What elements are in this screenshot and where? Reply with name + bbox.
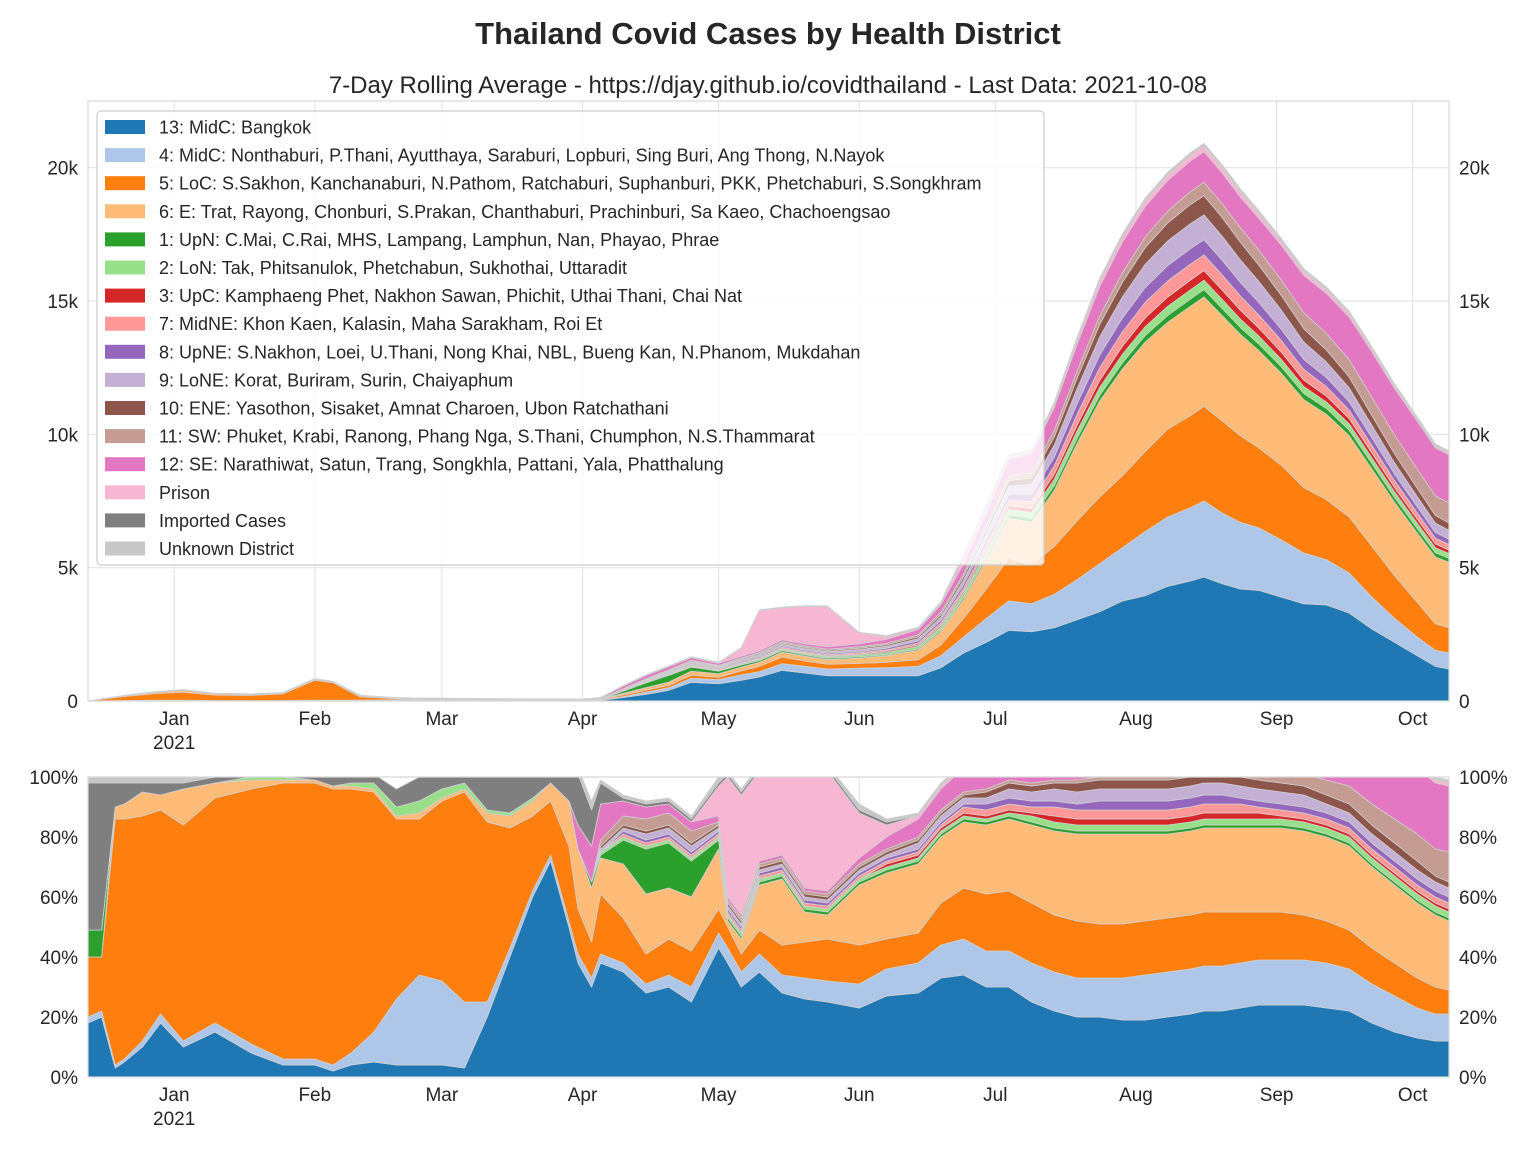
- plot-frame: [87, 100, 1450, 702]
- legend-entry: 6: E: Trat, Rayong, Chonburi, S.Prakan, …: [159, 202, 890, 222]
- legend-entry: Prison: [159, 483, 210, 503]
- legend-entry: Unknown District: [159, 539, 294, 559]
- legend-swatch: [105, 344, 145, 359]
- y-tick-label-right: 0%: [1459, 1068, 1487, 1089]
- legend-swatch: [105, 288, 145, 303]
- x-tick-label: Feb: [298, 709, 331, 730]
- legend-swatch: [105, 401, 145, 415]
- legend-swatch: [105, 485, 145, 500]
- legend-box: [96, 110, 1045, 566]
- x-tick-label: Aug: [1119, 1085, 1153, 1106]
- y-tick-label-right: 10k: [1459, 425, 1490, 446]
- legend-swatch: [105, 232, 145, 247]
- legend-swatch: [105, 429, 145, 444]
- y-tick-label-right: 15k: [1459, 292, 1490, 313]
- y-tick-label-right: 20%: [1459, 1008, 1497, 1029]
- legend-swatch: [105, 457, 145, 472]
- legend-swatch: [105, 204, 145, 219]
- legend-swatch: [105, 148, 145, 163]
- y-tick-label-left: 100%: [29, 768, 78, 789]
- x-tick-label: May: [701, 709, 737, 730]
- legend-swatch: [105, 541, 145, 556]
- legend-entry: 13: MidC: Bangkok: [159, 118, 312, 138]
- x-tick-label: Jun: [844, 709, 875, 730]
- legend-swatch: [105, 316, 145, 331]
- legend-swatch: [105, 513, 145, 528]
- y-tick-label-right: 60%: [1459, 888, 1497, 909]
- legend-swatch: [105, 372, 145, 387]
- legend-swatch: [105, 120, 145, 134]
- y-tick-label-left: 80%: [40, 828, 78, 849]
- x-tick-label: Sep: [1260, 1085, 1294, 1106]
- x-tick-label: Mar: [425, 709, 458, 730]
- legend-swatch: [105, 176, 145, 191]
- legend-entry: 12: SE: Narathiwat, Satun, Trang, Songkh…: [159, 455, 724, 475]
- share-panel: 0% 0% 20% 20% 40% 40% 60% 60% 80% 80% 100% 100% Jan 2…: [29, 768, 1508, 1130]
- y-tick-label-left: 5k: [58, 559, 79, 580]
- x-tick-label: Apr: [568, 709, 598, 730]
- x-tick-label: Sep: [1260, 709, 1294, 730]
- legend-entry: 5: LoC: S.Sakhon, Kanchanaburi, N.Pathom…: [159, 174, 981, 194]
- x-tick-label: Aug: [1119, 709, 1153, 730]
- y-tick-label-left: 10k: [47, 425, 78, 446]
- y-tick-label-right: 0: [1459, 692, 1470, 713]
- legend-entry: 7: MidNE: Khon Kaen, Kalasin, Maha Sarak…: [159, 314, 602, 334]
- x-tick-label: Jan: [159, 709, 190, 730]
- y-tick-label-left: 0%: [51, 1068, 79, 1089]
- legend-entry: 1: UpN: C.Mai, C.Rai, MHS, Lampang, Lamp…: [159, 230, 719, 250]
- y-tick-label-left: 40%: [40, 948, 78, 969]
- chart-title: Thailand Covid Cases by Health District: [475, 16, 1061, 51]
- x-tick-label: May: [701, 1085, 737, 1106]
- x-tick-label: Jul: [983, 709, 1007, 730]
- x-tick-label: Oct: [1398, 709, 1428, 730]
- series-areas: [88, 777, 1449, 1077]
- series-areas: [88, 143, 1449, 701]
- y-tick-label-right: 40%: [1459, 948, 1497, 969]
- legend: 13: MidC: Bangkok 4: MidC: Nonthaburi, P.…: [96, 110, 1045, 566]
- x-tick-label: Apr: [568, 1085, 598, 1106]
- y-tick-label-left: 0: [67, 692, 78, 713]
- x-tick-year-label: 2021: [153, 733, 195, 754]
- x-tick-label: Mar: [425, 1085, 458, 1106]
- x-tick-year-label: 2021: [153, 1109, 195, 1130]
- y-tick-label-right: 100%: [1459, 768, 1508, 789]
- legend-entry: 3: UpC: Kamphaeng Phet, Nakhon Sawan, Ph…: [159, 286, 742, 306]
- x-tick-label: Jun: [844, 1085, 875, 1106]
- legend-entry: Imported Cases: [159, 511, 286, 531]
- y-tick-label-right: 80%: [1459, 828, 1497, 849]
- plot-frame: [87, 776, 1450, 1078]
- legend-entry: 8: UpNE: S.Nakhon, Loei, U.Thani, Nong K…: [159, 342, 860, 362]
- x-tick-label: Feb: [298, 1085, 331, 1106]
- y-tick-label-left: 20%: [40, 1008, 78, 1029]
- area-unknown-district: [88, 143, 1449, 701]
- y-tick-label-right: 5k: [1459, 559, 1480, 580]
- y-tick-label-right: 20k: [1459, 159, 1490, 180]
- legend-swatch: [105, 260, 145, 275]
- chart-subtitle: 7-Day Rolling Average - https://djay.git…: [328, 72, 1208, 99]
- x-tick-label: Jul: [983, 1085, 1007, 1106]
- legend-entry: 9: LoNE: Korat, Buriram, Surin, Chaiyaph…: [159, 370, 513, 390]
- y-tick-label-left: 20k: [47, 159, 78, 180]
- y-tick-label-left: 15k: [47, 292, 78, 313]
- legend-entry: 2: LoN: Tak, Phitsanulok, Phetchabun, Su…: [159, 258, 627, 278]
- y-tick-label-left: 60%: [40, 888, 78, 909]
- x-tick-label: Oct: [1398, 1085, 1428, 1106]
- legend-entry: 4: MidC: Nonthaburi, P.Thani, Ayutthaya,…: [159, 146, 885, 166]
- legend-entry: 10: ENE: Yasothon, Sisaket, Amnat Charoe…: [159, 399, 669, 419]
- legend-entry: 11: SW: Phuket, Krabi, Ranong, Phang Nga…: [159, 427, 815, 447]
- x-tick-label: Jan: [159, 1085, 190, 1106]
